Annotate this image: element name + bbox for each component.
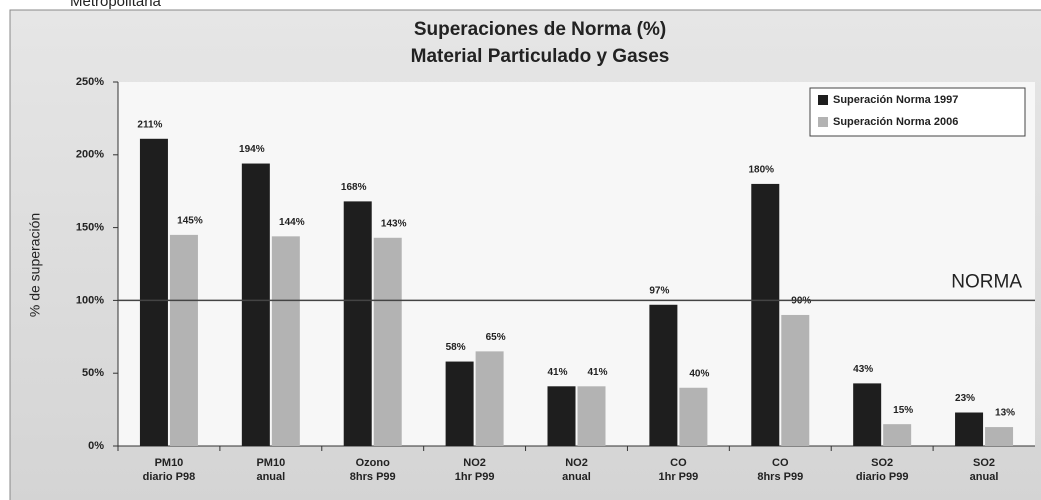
y-tick-label: 250% xyxy=(76,76,104,88)
x-tick-label: SO2 anual xyxy=(969,457,999,483)
value-label: 168% xyxy=(341,182,367,193)
bar xyxy=(373,237,402,446)
y-tick-label: 150% xyxy=(76,222,104,234)
bar xyxy=(649,304,678,446)
bar xyxy=(475,351,504,446)
value-label: 15% xyxy=(893,405,913,416)
value-label: 194% xyxy=(239,144,265,155)
y-axis-label: % de superación xyxy=(27,213,43,317)
bar xyxy=(547,386,576,446)
x-tick-label: NO2 anual xyxy=(562,457,591,483)
value-label: 13% xyxy=(995,408,1015,419)
bar xyxy=(241,163,270,446)
chart-subtitle: Material Particulado y Gases xyxy=(411,46,670,67)
bar xyxy=(271,236,300,446)
legend-label: Superación Norma 1997 xyxy=(833,94,958,106)
value-label: 40% xyxy=(689,368,709,379)
y-tick-label: 0% xyxy=(88,440,104,452)
x-tick-label: PM10 anual xyxy=(256,457,286,483)
value-label: 144% xyxy=(279,217,305,228)
value-label: 180% xyxy=(748,165,774,176)
bar xyxy=(781,314,810,446)
value-label: 97% xyxy=(649,285,669,296)
bar xyxy=(751,183,780,447)
y-tick-label: 50% xyxy=(82,367,104,379)
bar xyxy=(343,201,372,446)
x-tick-label: CO 1hr P99 xyxy=(658,457,699,483)
bar xyxy=(169,234,198,446)
value-label: 58% xyxy=(446,342,466,353)
x-tick-label: NO2 1hr P99 xyxy=(454,457,495,483)
x-tick-label: SO2 diario P99 xyxy=(855,457,909,483)
reference-label: NORMA xyxy=(951,271,1022,292)
value-label: 43% xyxy=(853,364,873,375)
bar xyxy=(985,427,1014,446)
plot-area xyxy=(118,82,1035,446)
value-label: 145% xyxy=(177,216,203,227)
y-tick-label: 200% xyxy=(76,149,104,161)
x-tick-label: CO 8hrs P99 xyxy=(757,457,804,483)
bar xyxy=(883,424,912,446)
x-tick-label: PM10 diario P98 xyxy=(142,457,196,483)
chart-title: Superaciones de Norma (%) xyxy=(414,19,666,40)
bar xyxy=(955,412,984,446)
bar xyxy=(445,361,474,446)
x-tick-label: Ozono 8hrs P99 xyxy=(349,457,396,483)
bar xyxy=(577,386,606,446)
bar xyxy=(853,383,882,446)
legend-box xyxy=(809,87,1026,137)
legend-swatch xyxy=(818,117,828,127)
y-tick-label: 100% xyxy=(76,294,104,306)
value-label: 143% xyxy=(381,218,407,229)
legend-swatch xyxy=(818,95,828,105)
bar xyxy=(139,138,168,446)
value-label: 41% xyxy=(587,367,607,378)
value-label: 41% xyxy=(547,367,567,378)
value-label: 211% xyxy=(137,119,162,130)
bar xyxy=(679,387,708,446)
header-text: Metropolitana xyxy=(70,0,162,10)
legend-label: Superación Norma 2006 xyxy=(833,116,958,128)
value-label: 23% xyxy=(955,393,975,404)
value-label: 65% xyxy=(486,332,506,343)
